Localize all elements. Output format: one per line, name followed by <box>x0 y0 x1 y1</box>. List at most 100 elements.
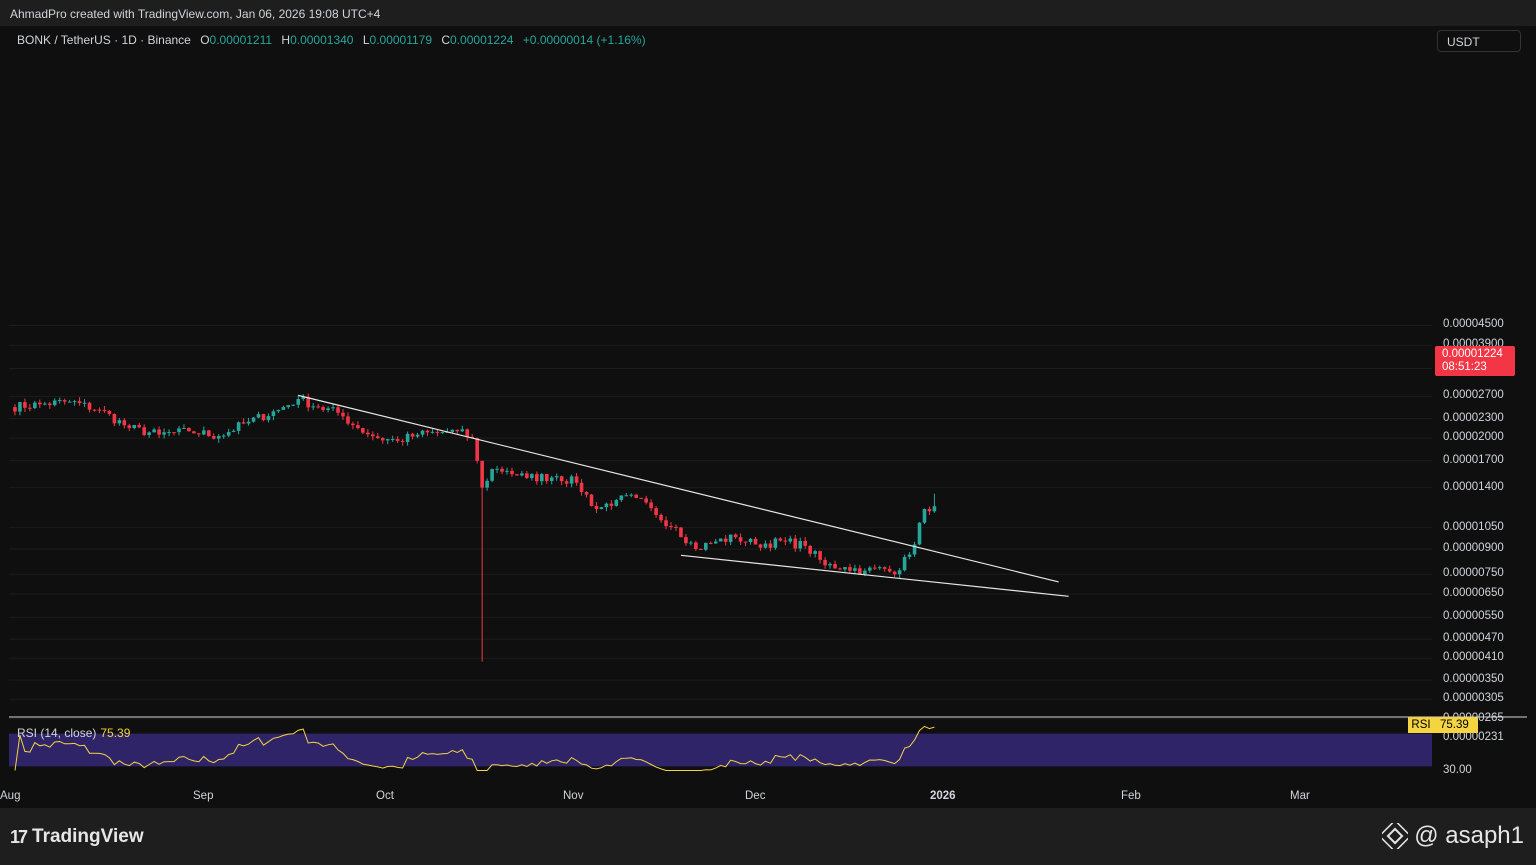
x-tick-label: 2026 <box>930 790 956 802</box>
grid-lines <box>9 324 1527 739</box>
candle <box>892 570 897 577</box>
candle <box>102 405 107 413</box>
open-value: 0.00001211 <box>209 33 273 47</box>
candle <box>256 411 261 419</box>
candle <box>182 424 186 429</box>
x-tick-label: Oct <box>376 790 394 802</box>
candle <box>18 401 22 416</box>
candle <box>783 537 788 546</box>
candle <box>689 540 693 546</box>
candle <box>818 550 822 564</box>
candle <box>266 413 271 423</box>
candle <box>599 506 604 510</box>
candle <box>768 540 773 552</box>
candle <box>38 399 42 409</box>
candle <box>157 426 161 439</box>
ohlc-legend: BONK / TetherUS · 1D · Binance O0.000012… <box>17 33 646 47</box>
candle <box>728 534 733 546</box>
y-tick-label: 0.00001700 <box>1443 453 1504 466</box>
rsi-line <box>14 725 935 771</box>
candle <box>813 549 817 558</box>
brand-name: TradingView <box>32 826 144 847</box>
candle <box>296 395 301 408</box>
candle <box>733 533 738 539</box>
candle <box>465 428 470 441</box>
candle <box>67 399 72 403</box>
candle <box>72 399 77 406</box>
x-tick-label: Aug <box>0 790 21 802</box>
candle <box>594 502 599 514</box>
rsi-level-label: 30.00 <box>1443 764 1472 776</box>
candle <box>47 401 52 409</box>
candle <box>922 508 927 525</box>
candle <box>371 431 375 441</box>
candle <box>823 557 827 569</box>
candle <box>366 429 370 438</box>
y-tick-label: 0.00001400 <box>1443 480 1504 493</box>
rsi-tag-value: 75.39 <box>1434 717 1478 733</box>
candle <box>778 537 783 542</box>
candle <box>574 473 579 486</box>
candle <box>420 429 425 438</box>
candle <box>306 393 310 412</box>
candle <box>202 426 206 436</box>
candle <box>853 564 857 575</box>
attribution-bar: AhmadPro created with TradingView.com, J… <box>0 0 1536 26</box>
candle <box>604 502 609 512</box>
candle <box>843 566 847 572</box>
candle <box>699 548 703 551</box>
rsi-legend: RSI (14, close) 75.39 <box>17 726 130 740</box>
candle <box>659 513 663 523</box>
candle <box>430 428 435 434</box>
candle <box>584 491 589 498</box>
candle <box>291 404 296 407</box>
close-value: 0.00001224 <box>450 33 514 47</box>
y-tick-label: 0.00000350 <box>1443 673 1504 686</box>
candle <box>808 544 812 557</box>
low-key: L <box>362 33 370 47</box>
candle <box>107 410 112 416</box>
candle <box>82 399 87 407</box>
candle <box>346 412 350 426</box>
trendline <box>680 554 1069 597</box>
candle <box>380 437 385 444</box>
candle <box>743 541 748 547</box>
attribution-text: AhmadPro created with TradingView.com, J… <box>10 7 381 21</box>
candle <box>127 423 132 432</box>
candle <box>838 567 842 571</box>
candle <box>882 566 887 572</box>
candle <box>559 475 564 486</box>
candle <box>276 409 281 413</box>
candle <box>624 492 629 497</box>
candle <box>251 417 256 423</box>
candle <box>510 467 514 477</box>
candle <box>62 398 67 405</box>
candle <box>475 437 479 464</box>
y-tick-label: 0.00000650 <box>1443 587 1504 600</box>
currency-selector[interactable]: USDT <box>1437 30 1521 52</box>
candle <box>152 427 156 433</box>
last-price-value: 0.00001224 <box>1442 348 1503 360</box>
candle <box>639 497 643 499</box>
candle <box>13 404 17 416</box>
footer-bar <box>0 808 1536 865</box>
candle <box>460 425 465 433</box>
candle <box>669 522 673 530</box>
y-tick-label: 0.00002300 <box>1443 411 1504 424</box>
close-key: C <box>441 33 451 47</box>
change-value: +0.00000014 (+1.16%) <box>522 33 646 47</box>
candle <box>833 560 837 569</box>
candle <box>539 473 544 486</box>
candle <box>137 422 142 429</box>
candle <box>649 499 653 512</box>
x-tick-label: Dec <box>745 790 766 802</box>
y-tick-label: 0.00002700 <box>1443 389 1504 402</box>
candle <box>440 431 445 434</box>
candle <box>415 432 420 439</box>
candle <box>271 409 276 421</box>
tradingview-logo[interactable]: 17 TradingView <box>10 826 144 848</box>
candle <box>828 562 832 569</box>
candle <box>336 404 340 416</box>
candle <box>316 403 320 409</box>
